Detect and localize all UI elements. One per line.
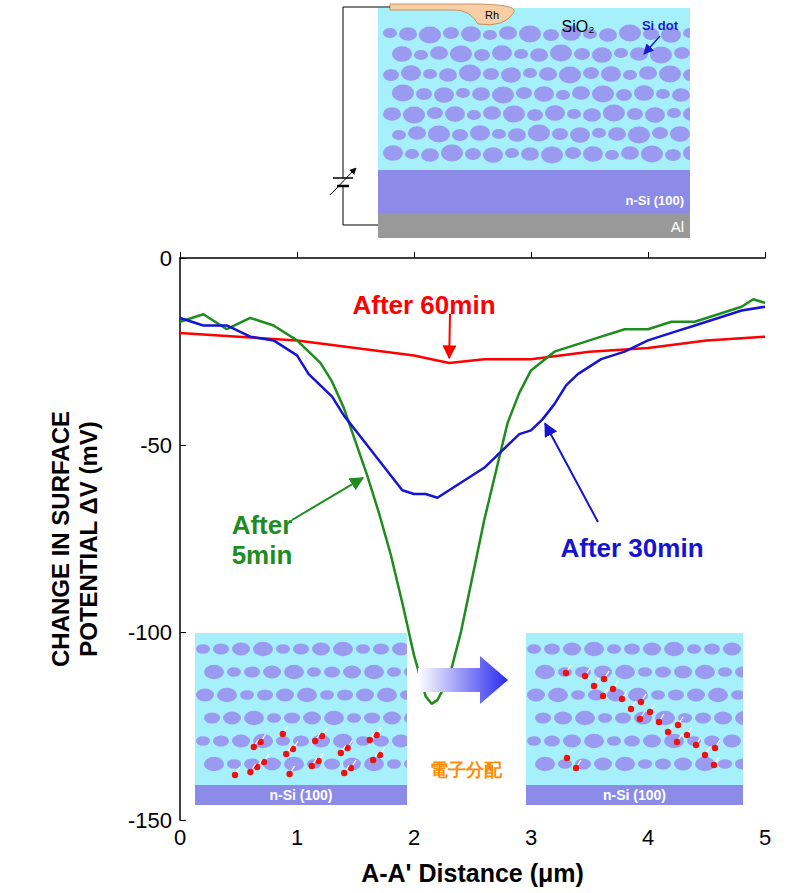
svg-text:POTENTIAL ΔV (mV): POTENTIAL ΔV (mV) (75, 421, 102, 657)
svg-text:-100: -100 (128, 620, 172, 645)
svg-text:電子分配: 電子分配 (430, 760, 503, 780)
svg-text:2: 2 (408, 825, 420, 850)
svg-text:After: After (232, 510, 293, 540)
svg-text:Rh: Rh (485, 9, 499, 21)
svg-text:5min: 5min (232, 540, 293, 570)
svg-text:Si dot: Si dot (642, 18, 679, 33)
svg-text:0: 0 (174, 825, 186, 850)
svg-text:CHANGE IN SURFACE: CHANGE IN SURFACE (47, 411, 74, 667)
svg-text:n-Si (100): n-Si (100) (269, 787, 332, 803)
svg-text:A-A' Distance (μm): A-A' Distance (μm) (361, 859, 584, 887)
svg-text:-50: -50 (140, 433, 172, 458)
svg-text:5: 5 (759, 825, 771, 850)
svg-text:SiO₂: SiO₂ (562, 18, 595, 35)
svg-text:3: 3 (525, 825, 537, 850)
svg-text:4: 4 (642, 825, 654, 850)
svg-text:0: 0 (160, 246, 172, 271)
svg-text:After 30min: After 30min (560, 533, 703, 563)
svg-text:1: 1 (291, 825, 303, 850)
svg-text:After 60min: After 60min (352, 290, 495, 320)
svg-text:-150: -150 (128, 808, 172, 833)
svg-text:n-Si (100): n-Si (100) (603, 787, 666, 803)
svg-text:Al: Al (671, 218, 684, 235)
svg-text:n-Si (100): n-Si (100) (625, 193, 684, 208)
